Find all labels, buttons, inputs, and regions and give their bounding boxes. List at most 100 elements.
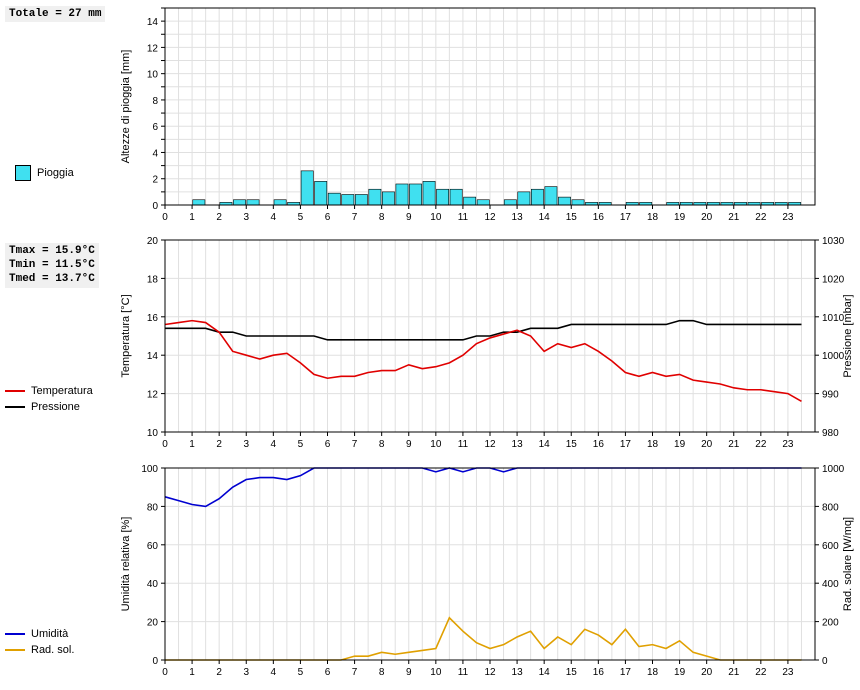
svg-text:2: 2 <box>216 667 222 678</box>
svg-text:13: 13 <box>512 439 524 450</box>
svg-text:980: 980 <box>822 428 839 439</box>
svg-text:3: 3 <box>243 667 249 678</box>
svg-text:2: 2 <box>216 212 222 223</box>
svg-text:12: 12 <box>484 439 496 450</box>
svg-text:19: 19 <box>674 667 686 678</box>
svg-text:1: 1 <box>189 667 195 678</box>
humidity-radiation-chart: 0204060801000200400600800100001234567891… <box>0 460 860 686</box>
svg-text:23: 23 <box>782 439 794 450</box>
svg-text:4: 4 <box>152 148 158 159</box>
svg-text:9: 9 <box>406 439 412 450</box>
svg-text:5: 5 <box>298 212 304 223</box>
svg-text:7: 7 <box>352 439 358 450</box>
svg-text:0: 0 <box>162 439 168 450</box>
svg-text:10: 10 <box>430 667 442 678</box>
svg-text:2: 2 <box>216 439 222 450</box>
svg-text:20: 20 <box>147 236 159 247</box>
svg-text:6: 6 <box>152 122 158 133</box>
svg-text:17: 17 <box>620 439 632 450</box>
rain-chart: 0246810121401234567891011121314151617181… <box>0 0 860 230</box>
svg-text:16: 16 <box>593 212 605 223</box>
svg-text:8: 8 <box>379 212 385 223</box>
svg-text:13: 13 <box>512 212 524 223</box>
svg-text:800: 800 <box>822 502 839 513</box>
svg-text:4: 4 <box>271 667 277 678</box>
svg-text:10: 10 <box>430 439 442 450</box>
svg-text:4: 4 <box>271 212 277 223</box>
svg-text:11: 11 <box>458 667 469 678</box>
svg-text:17: 17 <box>620 212 632 223</box>
svg-text:19: 19 <box>674 212 686 223</box>
svg-text:8: 8 <box>152 96 158 107</box>
svg-text:10: 10 <box>147 70 159 81</box>
svg-text:80: 80 <box>147 502 159 513</box>
svg-text:18: 18 <box>647 667 659 678</box>
svg-text:14: 14 <box>147 17 159 28</box>
svg-text:Umidità relativa [%]: Umidità relativa [%] <box>120 517 132 612</box>
svg-text:10: 10 <box>430 212 442 223</box>
svg-text:15: 15 <box>566 212 578 223</box>
svg-text:5: 5 <box>298 667 304 678</box>
svg-text:17: 17 <box>620 667 632 678</box>
svg-text:400: 400 <box>822 579 839 590</box>
weather-charts: Totale = 27 mm Tmax = 15.9°C Tmin = 11.5… <box>0 0 860 690</box>
svg-text:21: 21 <box>728 212 740 223</box>
svg-text:990: 990 <box>822 390 839 401</box>
svg-text:1: 1 <box>189 439 195 450</box>
svg-text:8: 8 <box>379 439 385 450</box>
svg-text:Altezze di pioggia [mm]: Altezze di pioggia [mm] <box>120 50 132 164</box>
svg-text:14: 14 <box>539 439 551 450</box>
svg-text:6: 6 <box>325 439 331 450</box>
svg-text:16: 16 <box>593 667 605 678</box>
svg-text:15: 15 <box>566 667 578 678</box>
svg-text:7: 7 <box>352 667 358 678</box>
svg-text:10: 10 <box>147 428 159 439</box>
svg-text:18: 18 <box>647 212 659 223</box>
svg-text:11: 11 <box>458 212 469 223</box>
svg-text:22: 22 <box>755 212 767 223</box>
svg-text:1000: 1000 <box>822 464 845 475</box>
svg-text:12: 12 <box>484 667 496 678</box>
svg-text:13: 13 <box>512 667 524 678</box>
svg-text:4: 4 <box>271 439 277 450</box>
svg-text:3: 3 <box>243 439 249 450</box>
svg-text:9: 9 <box>406 667 412 678</box>
svg-text:Temperatura [°C]: Temperatura [°C] <box>120 294 132 377</box>
svg-text:12: 12 <box>147 43 159 54</box>
svg-text:200: 200 <box>822 618 839 629</box>
svg-text:21: 21 <box>728 667 740 678</box>
svg-text:12: 12 <box>147 390 159 401</box>
svg-text:22: 22 <box>755 439 767 450</box>
svg-text:Rad. solare [W/mq]: Rad. solare [W/mq] <box>842 517 854 611</box>
svg-text:11: 11 <box>458 439 469 450</box>
svg-text:12: 12 <box>484 212 496 223</box>
svg-text:2: 2 <box>152 175 158 186</box>
svg-text:20: 20 <box>701 439 713 450</box>
svg-text:23: 23 <box>782 667 794 678</box>
svg-text:9: 9 <box>406 212 412 223</box>
svg-text:0: 0 <box>162 667 168 678</box>
temp-pressure-chart: 1012141618209809901000101010201030012345… <box>0 232 860 458</box>
svg-text:19: 19 <box>674 439 686 450</box>
svg-text:20: 20 <box>701 212 713 223</box>
svg-text:3: 3 <box>243 212 249 223</box>
svg-text:20: 20 <box>701 667 713 678</box>
svg-text:100: 100 <box>141 464 158 475</box>
svg-text:22: 22 <box>755 667 767 678</box>
svg-text:40: 40 <box>147 579 159 590</box>
svg-text:1030: 1030 <box>822 236 845 247</box>
svg-text:8: 8 <box>379 667 385 678</box>
svg-text:60: 60 <box>147 541 159 552</box>
svg-text:6: 6 <box>325 212 331 223</box>
svg-text:23: 23 <box>782 212 794 223</box>
svg-text:14: 14 <box>539 212 551 223</box>
svg-text:16: 16 <box>147 313 159 324</box>
svg-text:0: 0 <box>152 201 158 212</box>
svg-text:18: 18 <box>647 439 659 450</box>
svg-text:15: 15 <box>566 439 578 450</box>
svg-text:Pressione [mbar]: Pressione [mbar] <box>842 294 854 377</box>
svg-text:20: 20 <box>147 618 159 629</box>
svg-text:5: 5 <box>298 439 304 450</box>
svg-text:0: 0 <box>822 656 828 667</box>
svg-text:16: 16 <box>593 439 605 450</box>
